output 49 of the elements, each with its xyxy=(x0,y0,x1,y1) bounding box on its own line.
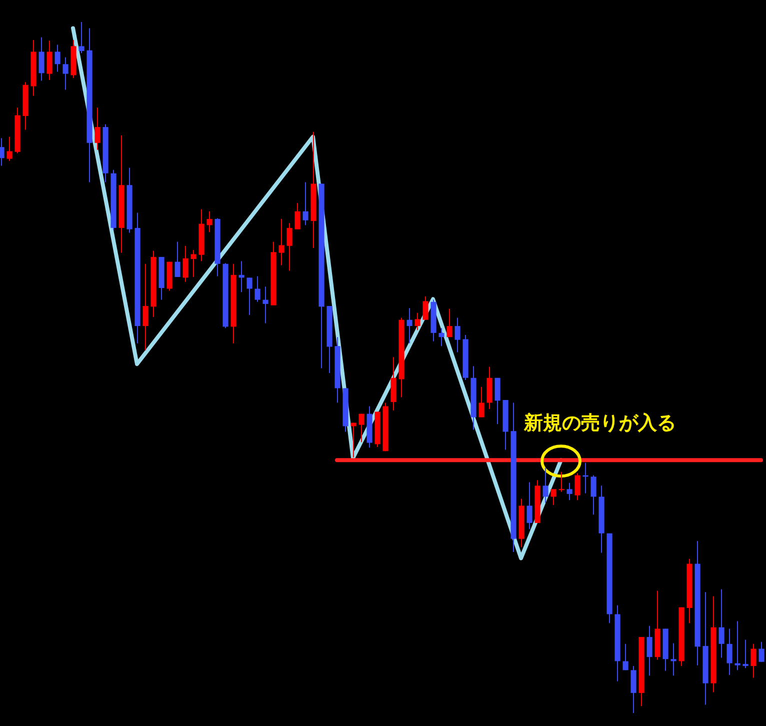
candlestick xyxy=(454,317,460,353)
candlestick xyxy=(422,296,428,320)
candlestick xyxy=(246,277,252,316)
candlestick xyxy=(750,643,756,678)
candlestick xyxy=(62,56,68,90)
candlestick xyxy=(6,136,12,162)
candlestick xyxy=(566,482,572,501)
candlestick xyxy=(630,666,636,714)
candlestick xyxy=(262,286,268,324)
candlestick xyxy=(758,641,764,662)
candlestick xyxy=(742,639,748,669)
candlestick xyxy=(574,472,580,501)
candlestick xyxy=(174,241,180,278)
candlestick xyxy=(622,643,628,671)
candlestick xyxy=(590,474,596,516)
candlestick xyxy=(238,260,244,293)
candlestick xyxy=(558,471,564,492)
candlestick xyxy=(446,308,452,338)
candlestick xyxy=(286,222,292,272)
candlestick xyxy=(46,40,52,81)
candlestick xyxy=(494,377,500,425)
candlestick xyxy=(550,488,556,506)
candlestick xyxy=(734,620,740,671)
candlestick xyxy=(542,467,548,504)
candlestick xyxy=(526,482,532,530)
candlestick xyxy=(406,308,412,344)
annotation: 新規の売りが入る xyxy=(523,412,676,434)
candlestick xyxy=(0,138,4,166)
candlestick xyxy=(646,625,652,676)
candlestick xyxy=(438,328,444,347)
candlestick xyxy=(142,263,148,351)
candlestick xyxy=(358,413,364,443)
candlestick xyxy=(54,44,60,72)
candlestick xyxy=(726,628,732,676)
candlestick xyxy=(478,386,484,418)
candlestick xyxy=(190,250,196,278)
candlestick xyxy=(182,245,188,282)
candlestick xyxy=(206,210,212,233)
candlestick xyxy=(302,182,308,226)
candlestick xyxy=(670,642,676,676)
candlestick xyxy=(38,36,44,82)
candlestick xyxy=(414,312,420,331)
candlestick xyxy=(350,422,356,458)
candlestick xyxy=(94,107,100,150)
candlestick xyxy=(294,202,300,230)
candlestick xyxy=(278,218,284,266)
candlestick xyxy=(718,588,724,658)
candlestick xyxy=(254,276,260,302)
candlestick xyxy=(78,22,84,54)
